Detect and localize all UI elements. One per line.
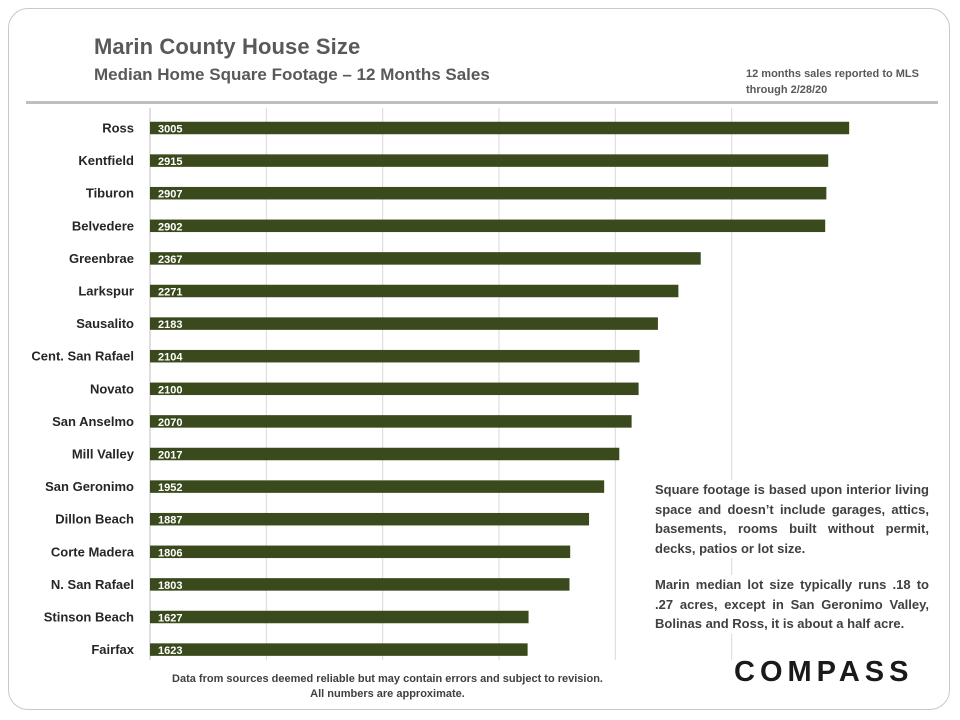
footer-line-1: Data from sources deemed reliable but ma… xyxy=(172,673,603,685)
category-label: San Anselmo xyxy=(52,414,134,429)
category-label: Sausalito xyxy=(76,316,134,331)
category-label: Stinson Beach xyxy=(44,610,134,625)
bar xyxy=(150,186,827,200)
bar xyxy=(150,578,570,591)
value-label: 2100 xyxy=(158,384,182,396)
category-label: Cent. San Rafael xyxy=(31,349,134,364)
value-label: 2902 xyxy=(158,221,182,233)
value-label: 1623 xyxy=(158,645,182,657)
category-label: Kentfield xyxy=(78,153,134,168)
footer-line-2: All numbers are approximate. xyxy=(310,688,465,700)
category-label: N. San Rafael xyxy=(51,577,134,592)
bar xyxy=(150,512,590,526)
value-label: 2367 xyxy=(158,254,182,266)
bar xyxy=(150,643,528,656)
value-label: 2070 xyxy=(158,417,182,429)
compass-logo: COMPASS xyxy=(734,656,914,688)
category-label: Ross xyxy=(102,121,134,136)
bar xyxy=(150,415,632,428)
annotation-lot-size: Marin median lot size typically runs .18… xyxy=(655,575,929,634)
value-label: 2907 xyxy=(158,189,182,201)
bar xyxy=(150,382,639,396)
category-label: San Geronimo xyxy=(45,479,134,494)
footer-disclaimer: Data from sources deemed reliable but ma… xyxy=(140,672,635,702)
header-divider xyxy=(26,101,938,104)
category-label: Belvedere xyxy=(72,218,134,233)
value-label: 2104 xyxy=(158,352,183,364)
bar xyxy=(150,252,701,265)
value-label: 1627 xyxy=(158,613,182,625)
category-label: Larkspur xyxy=(78,284,134,299)
bar xyxy=(150,154,829,167)
bar xyxy=(150,121,850,135)
chart-title: Marin County House Size xyxy=(94,34,361,59)
bar xyxy=(150,447,620,461)
bar xyxy=(150,349,640,363)
bar xyxy=(150,219,826,233)
bar xyxy=(150,480,605,493)
source-note: 12 months sales reported to MLS through … xyxy=(746,68,919,96)
category-label: Dillon Beach xyxy=(55,512,134,527)
bar xyxy=(150,610,529,624)
annotation-square-footage: Square footage is based upon interior li… xyxy=(655,480,929,558)
value-label: 1887 xyxy=(158,515,182,527)
category-label: Fairfax xyxy=(91,642,134,657)
bar xyxy=(150,545,571,559)
value-label: 2183 xyxy=(158,319,182,331)
category-label: Greenbrae xyxy=(69,251,134,266)
value-label: 3005 xyxy=(158,124,182,136)
bar xyxy=(150,317,658,330)
category-label: Mill Valley xyxy=(72,447,135,462)
category-label: Tiburon xyxy=(86,186,134,201)
value-label: 1952 xyxy=(158,482,182,494)
value-label: 2915 xyxy=(158,156,182,168)
value-label: 2017 xyxy=(158,450,182,462)
value-label: 1803 xyxy=(158,580,182,592)
bar xyxy=(150,284,679,298)
chart-subtitle: Median Home Square Footage – 12 Months S… xyxy=(94,65,490,84)
category-label: Corte Madera xyxy=(51,544,135,559)
value-label: 2271 xyxy=(158,287,182,299)
value-label: 1806 xyxy=(158,547,182,559)
category-label: Novato xyxy=(90,381,134,396)
